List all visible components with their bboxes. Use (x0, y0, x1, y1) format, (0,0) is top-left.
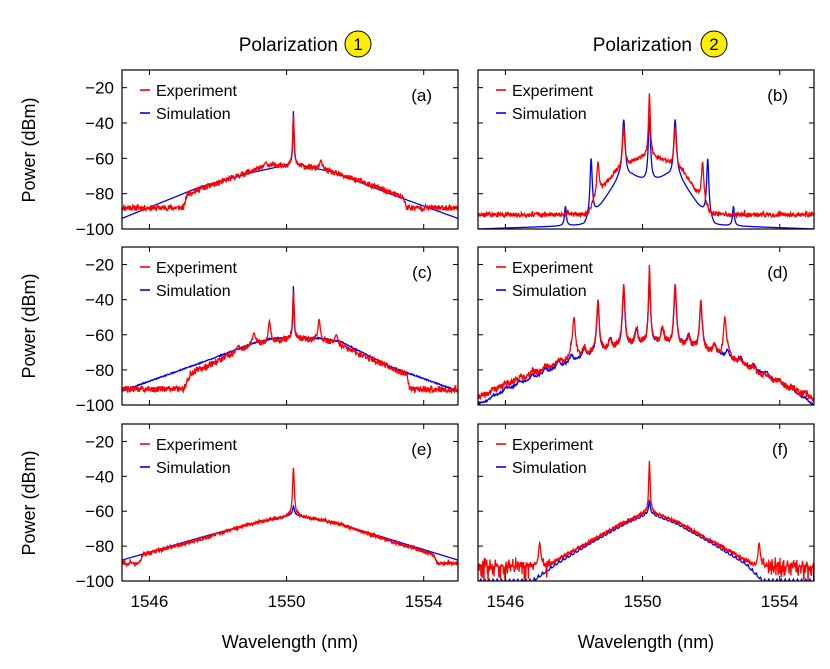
plot-frame (477, 423, 815, 582)
y-tick-label: −60 (85, 326, 114, 345)
panel-label: (d) (767, 263, 788, 282)
legend-label-simulation: Simulation (156, 283, 231, 300)
legend-label-simulation: Simulation (512, 283, 587, 300)
y-tick-label: −40 (85, 291, 114, 310)
plot-frame (477, 69, 815, 230)
panel-a: −20 −40 −60 −80 −100 Experiment Simulation (a) (76, 69, 459, 239)
y-tick-label: −60 (85, 502, 114, 521)
column-title-1: Polarization 1 (239, 30, 372, 58)
column-title-2: Polarization 2 (593, 30, 728, 58)
plot-frame (121, 69, 459, 230)
series-experiment-line (478, 460, 814, 581)
y-tick-label: −20 (85, 79, 114, 98)
legend-label-experiment: Experiment (512, 437, 593, 454)
polarization-marker-2-label: 2 (709, 35, 718, 54)
polarization-marker-2 (700, 30, 728, 58)
x-tick-label: 1546 (131, 592, 169, 611)
y-axis-label-row-2: Power (dBm) (19, 273, 39, 378)
x-axis-label-col-2: Wavelength (nm) (578, 632, 714, 652)
legend-label-simulation: Simulation (156, 106, 231, 123)
x-tick-label: 1554 (405, 592, 443, 611)
panel-b: Experiment Simulation (b) (477, 69, 815, 230)
legend-label-experiment: Experiment (512, 260, 593, 277)
y-tick-label: −20 (85, 432, 114, 451)
legend-label-simulation: Simulation (512, 460, 587, 477)
y-tick-label: −40 (85, 467, 114, 486)
series-simulation-line (479, 498, 814, 581)
series-experiment-line (122, 467, 458, 568)
y-axis-label-row-3: Power (dBm) (19, 450, 39, 555)
panel-label: (b) (767, 86, 788, 105)
legend-label-simulation: Simulation (156, 460, 231, 477)
y-tick-label: −100 (76, 396, 114, 415)
x-tick-label: 1550 (268, 592, 306, 611)
y-tick-label: −100 (76, 572, 114, 591)
y-tick-label: −80 (85, 537, 114, 556)
legend-label-experiment: Experiment (156, 260, 237, 277)
legend-label-simulation: Simulation (512, 106, 587, 123)
panel-label: (a) (411, 86, 432, 105)
y-axis-label-row-1: Power (dBm) (19, 97, 39, 202)
column-title-2-text: Polarization (593, 35, 692, 56)
panel-label: (e) (411, 440, 432, 459)
series-experiment-line (122, 291, 458, 395)
y-tick-label: −20 (85, 256, 114, 275)
plot-frame (477, 246, 815, 406)
y-tick-label: −100 (76, 220, 114, 239)
y-tick-label: −60 (85, 149, 114, 168)
x-tick-label: 1550 (624, 592, 662, 611)
polarization-marker-1 (344, 30, 372, 58)
polarization-marker-1-label: 1 (353, 35, 362, 54)
y-tick-label: −80 (85, 185, 114, 204)
panel-f: 1546 1550 1554 Experiment Simulation (f) (477, 423, 815, 611)
panel-c: −20 −40 −60 −80 −100 Experiment Simulation (c) (76, 246, 459, 415)
legend-label-experiment: Experiment (156, 83, 237, 100)
series-experiment-line (478, 264, 814, 402)
x-axis-label-col-1: Wavelength (nm) (222, 632, 358, 652)
series-experiment-line (478, 93, 814, 220)
x-tick-label: 1554 (761, 592, 799, 611)
plot-frame (121, 423, 459, 582)
plot-frame (121, 246, 459, 406)
y-tick-label: −40 (85, 114, 114, 133)
column-title-1-text: Polarization (239, 35, 338, 56)
panel-d: Experiment Simulation (d) (477, 246, 815, 406)
panel-label: (c) (412, 263, 432, 282)
panel-label: (f) (772, 440, 788, 459)
x-tick-label: 1546 (487, 592, 525, 611)
series-experiment-line (122, 114, 458, 213)
series-simulation-line (478, 116, 814, 229)
legend-label-experiment: Experiment (156, 437, 237, 454)
legend-label-experiment: Experiment (512, 83, 593, 100)
panel-e: −20 −40 −60 −80 −100 1546 1550 1554 Experiment Si… (76, 423, 459, 611)
y-tick-label: −80 (85, 361, 114, 380)
